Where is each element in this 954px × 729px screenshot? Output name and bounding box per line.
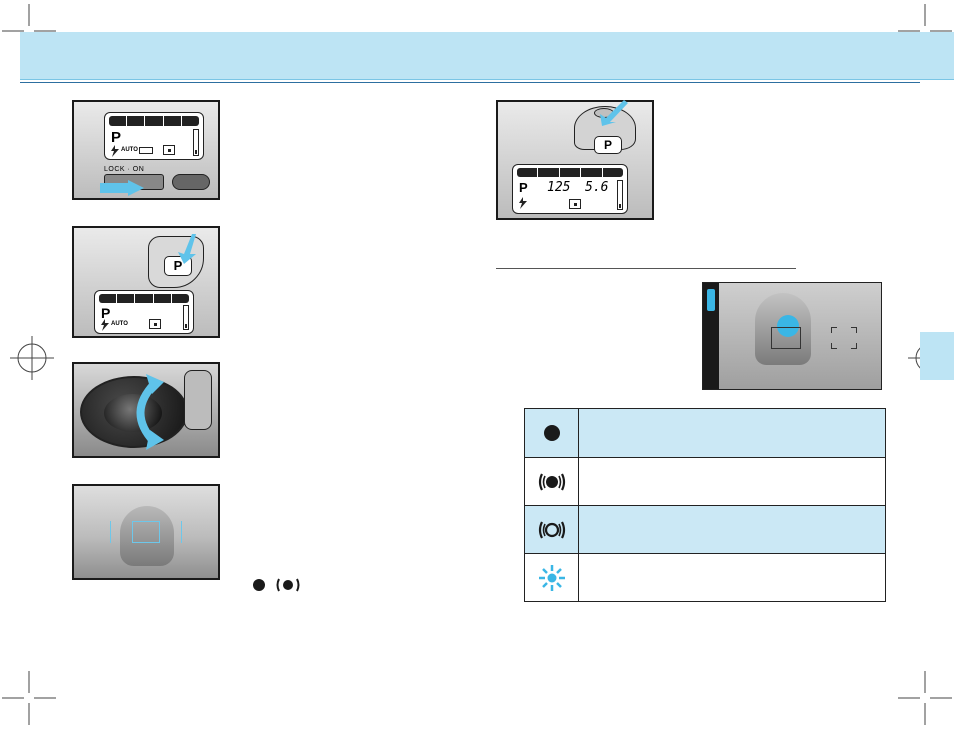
table-row bbox=[525, 505, 885, 553]
af-area-icon bbox=[163, 145, 175, 155]
registration-target-left bbox=[10, 336, 54, 380]
arrow-power-on bbox=[100, 180, 144, 198]
flash-icon bbox=[519, 197, 527, 209]
arrow-zoom bbox=[116, 372, 164, 452]
flash-icon bbox=[101, 319, 109, 331]
aperture-value: 5.6 bbox=[585, 180, 608, 195]
focus-confirm-icon bbox=[252, 578, 266, 592]
mode-indicator: P bbox=[111, 129, 121, 146]
focus-confirm-icon bbox=[543, 424, 561, 442]
af-area-icon bbox=[569, 199, 581, 209]
indicator-desc bbox=[579, 409, 885, 457]
arrow-press-p bbox=[172, 234, 200, 264]
indicator-desc bbox=[579, 506, 885, 553]
table-row bbox=[525, 553, 885, 601]
table-row bbox=[525, 457, 885, 505]
illustration-viewfinder-frame bbox=[72, 484, 220, 580]
lock-on-label: LOCK · ON bbox=[104, 166, 144, 173]
mode-indicator: P bbox=[519, 180, 528, 195]
illustration-power-switch: P AUTO LOCK · ON bbox=[72, 100, 220, 200]
viewfinder-af-frame bbox=[132, 521, 160, 543]
illustration-shutter-press: P P 125 5.6 bbox=[496, 100, 654, 220]
inline-focus-icons bbox=[252, 576, 300, 594]
p-button: P bbox=[594, 136, 622, 154]
header-underline bbox=[20, 82, 920, 83]
crop-mark-br bbox=[898, 671, 952, 725]
flash-icon bbox=[111, 145, 119, 157]
arrow-press-shutter bbox=[594, 100, 630, 126]
auto-label: AUTO bbox=[111, 321, 128, 327]
side-tab bbox=[920, 332, 954, 380]
shutter-speed-value: 125 bbox=[547, 180, 570, 195]
viewfinder-bracket-right bbox=[172, 521, 182, 543]
antishake-active-icon bbox=[276, 576, 300, 594]
af-bracket-right bbox=[831, 327, 857, 349]
af-area-icon bbox=[149, 319, 161, 329]
header-band bbox=[20, 32, 954, 80]
crop-mark-bl bbox=[2, 671, 56, 725]
antishake-active-icon bbox=[537, 471, 567, 493]
indicator-desc bbox=[579, 554, 885, 601]
illustration-viewfinder-result bbox=[702, 282, 882, 390]
illustration-p-button: P P AUTO bbox=[72, 226, 220, 338]
antishake-warning-icon bbox=[537, 519, 567, 541]
section-rule bbox=[496, 268, 796, 269]
indicator-desc bbox=[579, 458, 885, 505]
focus-indicator-table bbox=[524, 408, 886, 602]
viewfinder-info-strip bbox=[703, 283, 719, 389]
af-bracket-center bbox=[771, 327, 801, 349]
camera-shake-warning-icon bbox=[538, 564, 566, 592]
illustration-zoom-ring bbox=[72, 362, 220, 458]
viewfinder-bracket-left bbox=[110, 521, 120, 543]
table-row bbox=[525, 409, 885, 457]
auto-label: AUTO bbox=[121, 147, 138, 153]
